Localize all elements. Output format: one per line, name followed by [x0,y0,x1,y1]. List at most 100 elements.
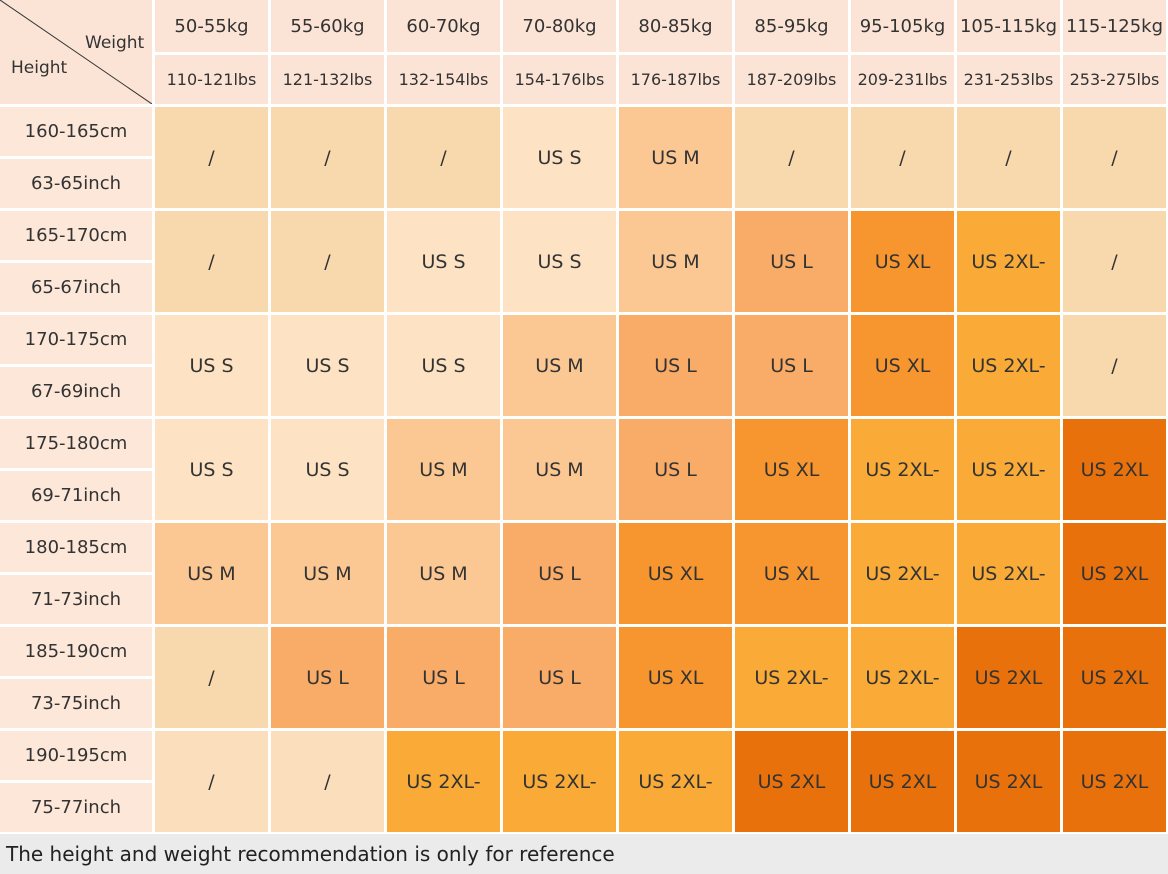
weight-lbs: 253-275lbs [1063,55,1166,104]
corner-diagonal [0,0,152,104]
height-cm: 175-180cm [0,419,152,468]
size-cell: / [1063,107,1166,208]
weight-lbs: 176-187lbs [619,55,732,104]
height-cm: 185-190cm [0,627,152,676]
size-cell: US 2XL [1063,731,1166,832]
size-cell: US M [271,523,384,624]
weight-kg: 115-125kg [1063,0,1166,52]
height-cm: 170-175cm [0,315,152,364]
size-cell: / [957,107,1060,208]
size-cell: US L [271,627,384,728]
weight-kg: 60-70kg [387,0,500,52]
size-cell: / [735,107,848,208]
size-cell: US L [619,315,732,416]
size-cell: / [1063,315,1166,416]
height-inch: 63-65inch [0,159,152,208]
height-inch: 67-69inch [0,367,152,416]
weight-kg: 70-80kg [503,0,616,52]
size-cell: US 2XL- [387,731,500,832]
size-cell: US S [155,419,268,520]
height-cm: 160-165cm [0,107,152,156]
height-inch: 73-75inch [0,679,152,728]
size-cell: US S [271,315,384,416]
weight-lbs: 209-231lbs [851,55,954,104]
size-cell: / [155,107,268,208]
weight-kg: 85-95kg [735,0,848,52]
size-cell: / [851,107,954,208]
size-cell: / [271,211,384,312]
size-cell: / [271,107,384,208]
size-cell: US XL [851,315,954,416]
size-cell: US 2XL [957,731,1060,832]
size-cell: US L [619,419,732,520]
height-cm: 180-185cm [0,523,152,572]
size-cell: US S [503,211,616,312]
size-cell: US 2XL- [735,627,848,728]
size-cell: US 2XL [1063,419,1166,520]
size-cell: US 2XL- [851,419,954,520]
weight-lbs: 187-209lbs [735,55,848,104]
height-cm: 190-195cm [0,731,152,780]
size-cell: / [155,627,268,728]
weight-kg: 105-115kg [957,0,1060,52]
size-cell: US L [387,627,500,728]
size-cell: US M [387,523,500,624]
size-cell: US 2XL- [957,523,1060,624]
weight-lbs: 231-253lbs [957,55,1060,104]
size-cell: US M [619,107,732,208]
size-cell: US 2XL- [619,731,732,832]
size-cell: US L [735,211,848,312]
size-cell: US M [387,419,500,520]
corner-cell: Weight Height [0,0,152,104]
size-cell: / [271,731,384,832]
size-cell: US 2XL- [851,627,954,728]
height-inch: 65-67inch [0,263,152,312]
weight-lbs: 110-121lbs [155,55,268,104]
size-cell: / [1063,211,1166,312]
size-cell: US XL [735,419,848,520]
size-cell: US XL [735,523,848,624]
weight-kg: 50-55kg [155,0,268,52]
weight-label: Weight [85,33,145,53]
footer-note: The height and weight recommendation is … [0,834,1168,874]
size-cell: US XL [619,627,732,728]
size-cell: US L [503,627,616,728]
weight-kg: 80-85kg [619,0,732,52]
size-cell: US 2XL [957,627,1060,728]
height-inch: 69-71inch [0,471,152,520]
size-cell: US 2XL [735,731,848,832]
size-cell: / [155,211,268,312]
size-cell: US M [503,315,616,416]
size-cell: / [155,731,268,832]
size-cell: US 2XL- [503,731,616,832]
size-cell: US 2XL- [957,419,1060,520]
height-inch: 71-73inch [0,575,152,624]
weight-lbs: 132-154lbs [387,55,500,104]
size-cell: US 2XL [851,731,954,832]
size-cell: US 2XL- [957,211,1060,312]
size-cell: US S [387,211,500,312]
height-label: Height [11,58,68,78]
size-cell: US S [271,419,384,520]
height-cm: 165-170cm [0,211,152,260]
size-cell: US S [503,107,616,208]
size-cell: US M [155,523,268,624]
weight-kg: 55-60kg [271,0,384,52]
size-cell: US M [503,419,616,520]
size-cell: US XL [851,211,954,312]
size-cell: / [387,107,500,208]
weight-lbs: 121-132lbs [271,55,384,104]
weight-lbs: 154-176lbs [503,55,616,104]
height-inch: 75-77inch [0,783,152,832]
size-cell: US S [387,315,500,416]
size-cell: US 2XL [1063,523,1166,624]
size-cell: US L [503,523,616,624]
size-cell: US XL [619,523,732,624]
size-cell: US L [735,315,848,416]
size-cell: US 2XL- [957,315,1060,416]
size-cell: US 2XL- [851,523,954,624]
size-cell: US S [155,315,268,416]
size-cell: US 2XL [1063,627,1166,728]
size-cell: US M [619,211,732,312]
